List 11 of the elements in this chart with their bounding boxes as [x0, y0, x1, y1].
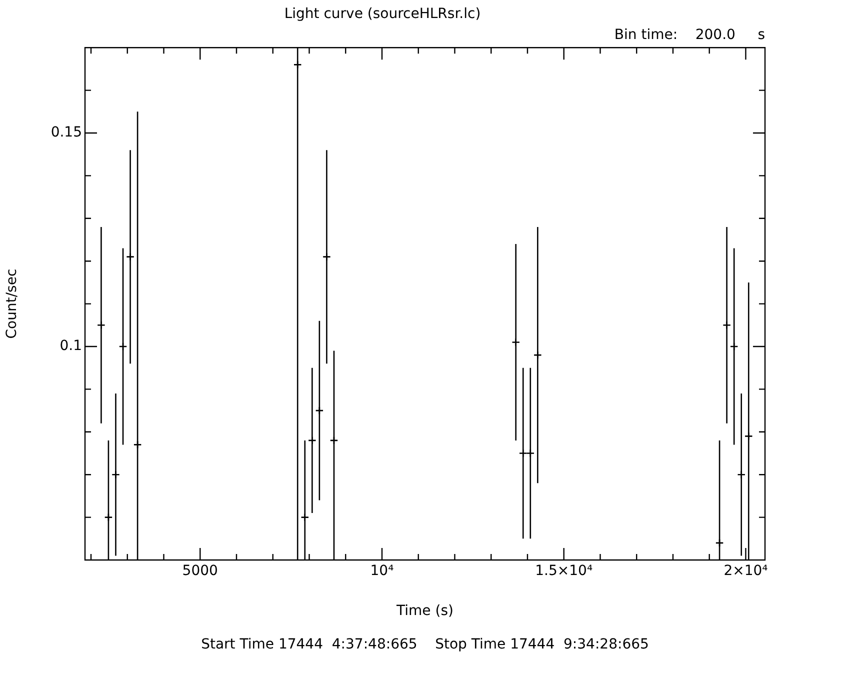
y-tick-label: 0.1	[60, 338, 82, 354]
chart-title: Light curve (sourceHLRsr.lc)	[284, 6, 481, 22]
x-tick-label: 1.5×10⁴	[535, 563, 593, 580]
x-axis-title: Time (s)	[396, 603, 454, 620]
y-axis-title: Count/sec	[4, 268, 20, 339]
y-tick-label: 0.15	[50, 124, 82, 141]
text: Start Time 17444 4:37:48:665 Stop Time 17444 9:34:28:665	[201, 636, 649, 653]
x-tick-label: 5000	[182, 563, 218, 580]
chart-subtitle: Bin time: 200.0 s	[614, 26, 765, 43]
x-tick-label: 10⁴	[370, 563, 394, 580]
x-tick-label: 2×10⁴	[724, 563, 768, 580]
